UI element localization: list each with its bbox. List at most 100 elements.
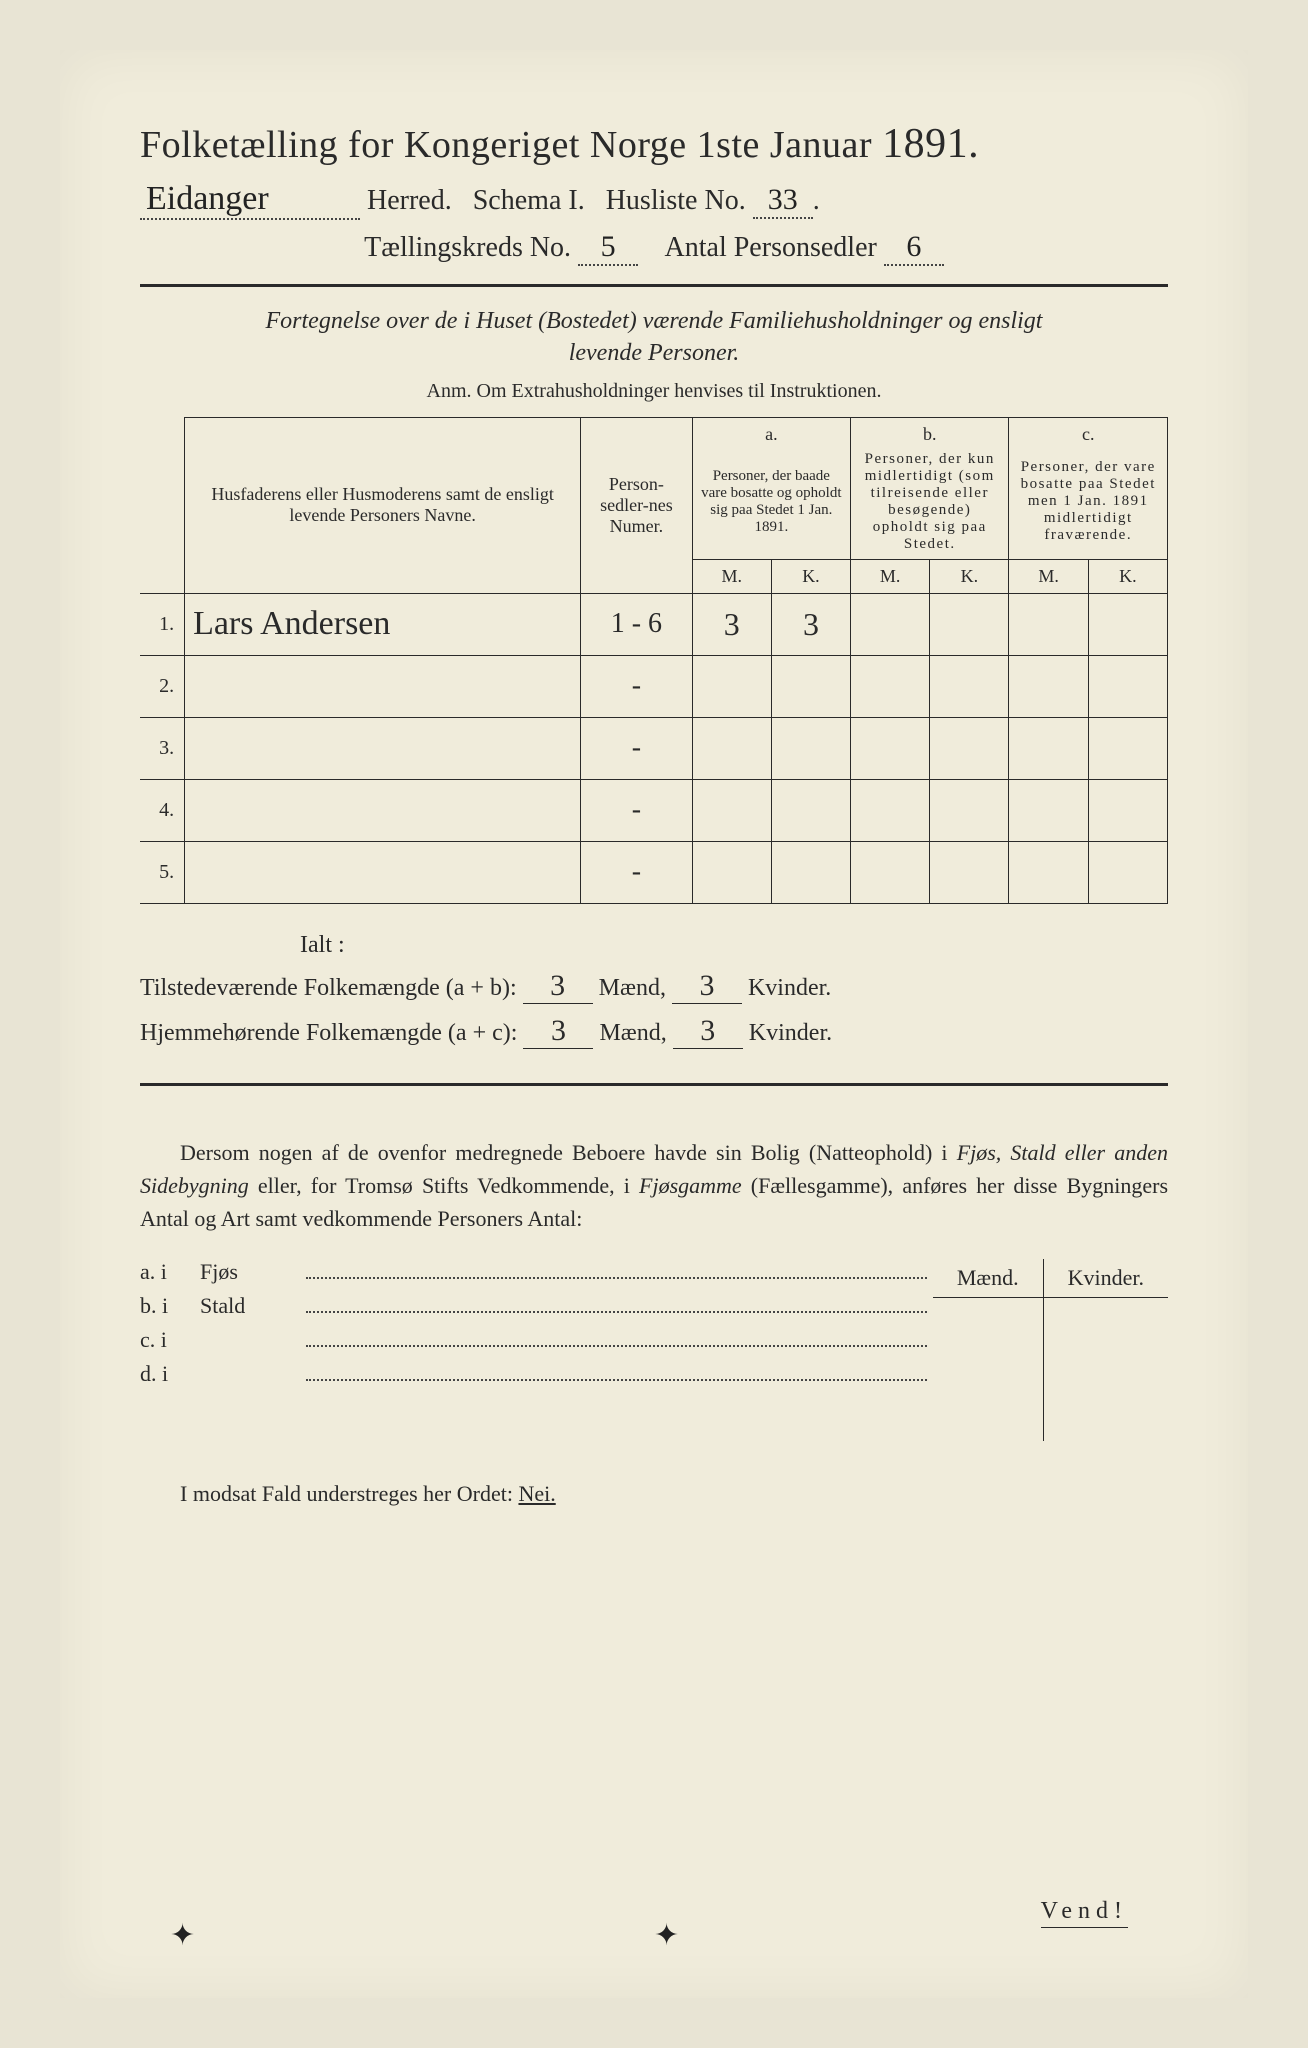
a-m-field[interactable]: 3: [692, 593, 771, 655]
c-m-field[interactable]: [1009, 655, 1088, 717]
a-k-field[interactable]: [771, 717, 850, 779]
building-lbl: c. i: [140, 1327, 200, 1353]
a-k-field[interactable]: [771, 655, 850, 717]
table-row: 5. -: [140, 841, 1168, 903]
b-k-field[interactable]: [930, 779, 1009, 841]
col-num-header: Person-sedler-nes Numer.: [581, 417, 692, 593]
a-k-field[interactable]: [771, 841, 850, 903]
ialt-line-1: Tilstedeværende Folkemængde (a + b): 3 M…: [140, 969, 1168, 1004]
a-m-field[interactable]: [692, 655, 771, 717]
table-row: 2. -: [140, 655, 1168, 717]
col-b-m: M.: [851, 559, 930, 593]
b-k-field[interactable]: [930, 841, 1009, 903]
personsedler-field[interactable]: -: [581, 841, 692, 903]
header-line-2: Tællingskreds No. 5 Antal Personsedler 6: [140, 230, 1168, 266]
name-field[interactable]: [185, 779, 581, 841]
c-k-field[interactable]: [1088, 841, 1167, 903]
dots: [306, 1299, 927, 1313]
building-lbl: a. i: [140, 1259, 200, 1285]
antal-field[interactable]: 6: [884, 230, 944, 266]
b-m-field[interactable]: [851, 593, 930, 655]
ialt-maend-1: Mænd,: [599, 975, 666, 1001]
building-row: b. iStald: [140, 1293, 933, 1319]
col-c-text: Personer, der vare bosatte paa Stedet me…: [1009, 445, 1168, 560]
col-a-label: a.: [692, 417, 850, 445]
husliste-field[interactable]: 33: [753, 183, 813, 219]
name-field[interactable]: Lars Andersen: [185, 593, 581, 655]
name-field[interactable]: [185, 841, 581, 903]
bottom-line: I modsat Fald understreges her Ordet: Ne…: [140, 1481, 1168, 1507]
name-field[interactable]: [185, 717, 581, 779]
building-list: a. iFjøs b. iStald c. i d. i: [140, 1259, 933, 1442]
row-num: 2.: [140, 655, 185, 717]
row-num: 3.: [140, 717, 185, 779]
a-m-field[interactable]: [692, 841, 771, 903]
b-k-field[interactable]: [930, 655, 1009, 717]
c-k-field[interactable]: [1088, 593, 1167, 655]
fortegnelse-heading: Fortegnelse over de i Huset (Bostedet) v…: [140, 305, 1168, 370]
ialt-l1-m[interactable]: 3: [523, 969, 593, 1004]
kreds-field[interactable]: 5: [578, 230, 638, 266]
building-kind: Fjøs: [200, 1259, 300, 1285]
personsedler-field[interactable]: -: [581, 655, 692, 717]
row-num: 1.: [140, 593, 185, 655]
c-m-field[interactable]: [1009, 717, 1088, 779]
table-row: 1.Lars Andersen1 - 633: [140, 593, 1168, 655]
ialt-label: Ialt :: [300, 932, 1168, 959]
household-table: Husfaderens eller Husmoderens samt de en…: [140, 417, 1168, 904]
personsedler-field[interactable]: 1 - 6: [581, 593, 692, 655]
ialt-maend-2: Mænd,: [599, 1020, 666, 1046]
title-year: 1891.: [882, 121, 979, 167]
nei-word: Nei.: [518, 1481, 555, 1506]
ialt-kvinder-2: Kvinder.: [749, 1020, 832, 1046]
c-k-field[interactable]: [1088, 717, 1167, 779]
mk-kvinder: Kvinder.: [1043, 1259, 1168, 1298]
c-k-field[interactable]: [1088, 655, 1167, 717]
mk-maend: Mænd.: [933, 1259, 1043, 1298]
dersom-paragraph: Dersom nogen af de ovenfor medregnede Be…: [140, 1136, 1168, 1235]
row-num: 4.: [140, 779, 185, 841]
bottom-pre: I modsat Fald understreges her Ordet:: [180, 1481, 513, 1506]
col-a-text: Personer, der baade vare bosatte og opho…: [692, 445, 850, 560]
herred-label: Herred.: [367, 185, 452, 216]
building-block: a. iFjøs b. iStald c. i d. i Mænd. Kvinder.: [140, 1259, 1168, 1442]
binding-hole-left: ✦: [170, 1918, 206, 1938]
b-m-field[interactable]: [851, 779, 930, 841]
ialt-kvinder-1: Kvinder.: [748, 975, 831, 1001]
herred-field[interactable]: Eidanger: [140, 180, 360, 220]
name-field[interactable]: [185, 655, 581, 717]
personsedler-field[interactable]: -: [581, 717, 692, 779]
c-k-field[interactable]: [1088, 779, 1167, 841]
b-m-field[interactable]: [851, 841, 930, 903]
building-kind: Stald: [200, 1293, 300, 1319]
b-k-field[interactable]: [930, 593, 1009, 655]
col-b-k: K.: [930, 559, 1009, 593]
row-num: 5.: [140, 841, 185, 903]
col-c-label: c.: [1009, 417, 1168, 445]
c-m-field[interactable]: [1009, 779, 1088, 841]
b-m-field[interactable]: [851, 717, 930, 779]
table-row: 4. -: [140, 779, 1168, 841]
table-row: 3. -: [140, 717, 1168, 779]
a-m-field[interactable]: [692, 779, 771, 841]
c-m-field[interactable]: [1009, 841, 1088, 903]
a-k-field[interactable]: 3: [771, 593, 850, 655]
b-m-field[interactable]: [851, 655, 930, 717]
ialt-l2-pre: Hjemmehørende Folkemængde (a + c):: [140, 1020, 517, 1046]
ialt-line-2: Hjemmehørende Folkemængde (a + c): 3 Mæn…: [140, 1014, 1168, 1049]
col-b-text: Personer, der kun midlertidigt (som tilr…: [851, 445, 1009, 560]
building-row: d. i: [140, 1361, 933, 1387]
c-m-field[interactable]: [1009, 593, 1088, 655]
building-row: a. iFjøs: [140, 1259, 933, 1285]
dots: [306, 1367, 927, 1381]
b-k-field[interactable]: [930, 717, 1009, 779]
a-m-field[interactable]: [692, 717, 771, 779]
a-k-field[interactable]: [771, 779, 850, 841]
census-form-page: Folketælling for Kongeriget Norge 1ste J…: [60, 50, 1248, 1998]
personsedler-field[interactable]: -: [581, 779, 692, 841]
binding-hole-mid: ✦: [654, 1918, 690, 1938]
ialt-l2-m[interactable]: 3: [523, 1014, 593, 1049]
ialt-l2-k[interactable]: 3: [673, 1014, 743, 1049]
kreds-label: Tællingskreds No.: [364, 232, 571, 263]
ialt-l1-k[interactable]: 3: [672, 969, 742, 1004]
